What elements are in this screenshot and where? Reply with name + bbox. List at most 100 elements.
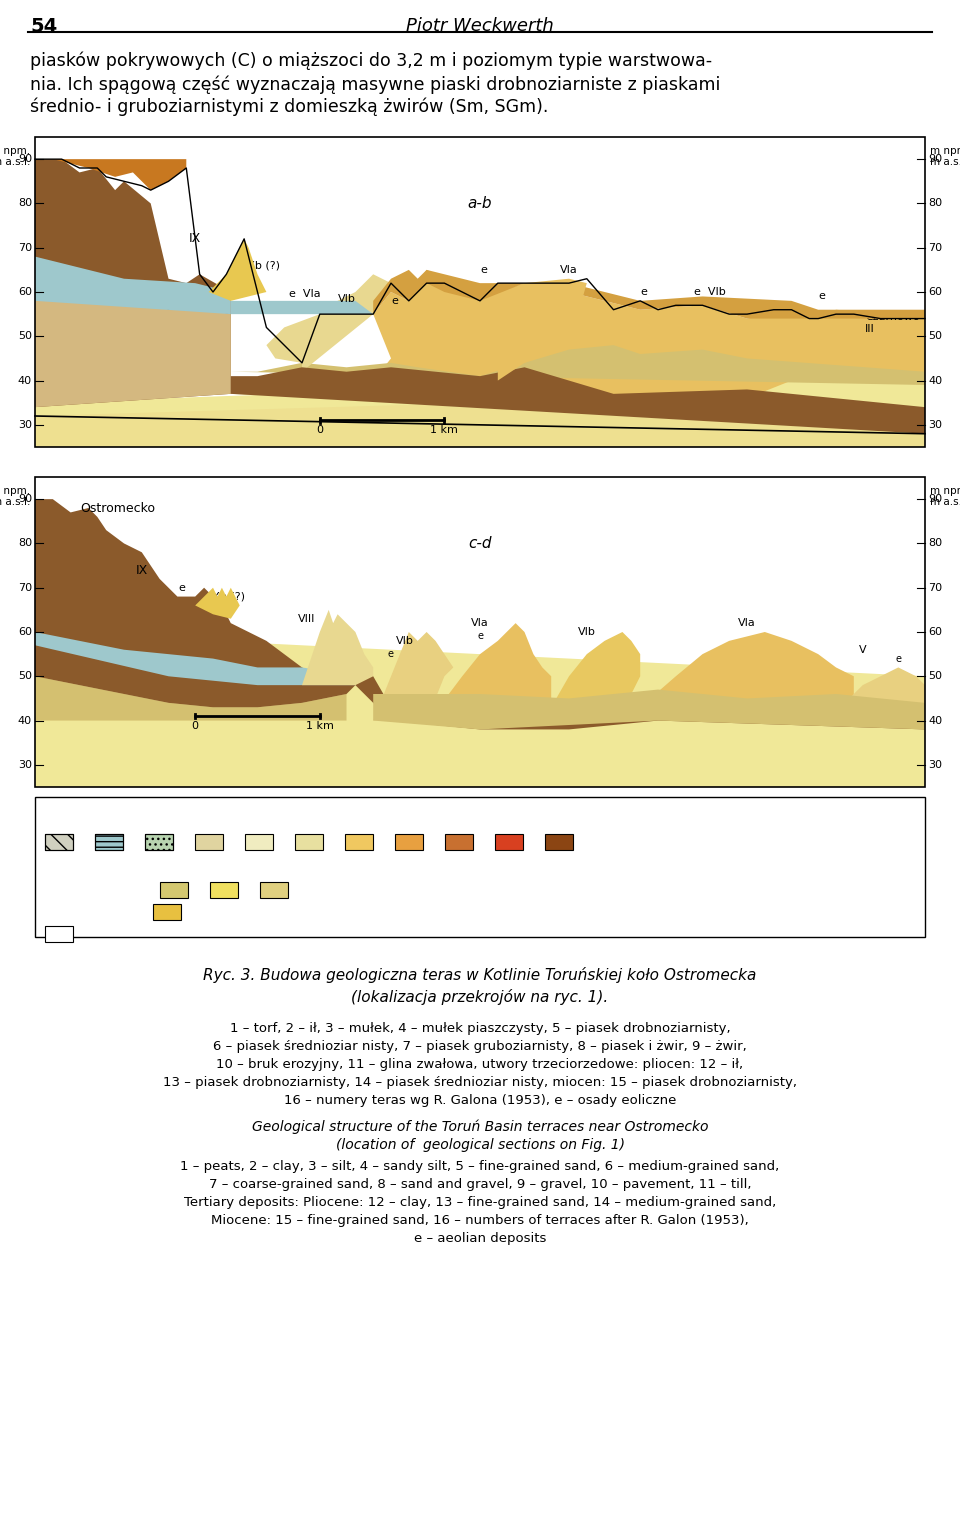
Text: 50: 50 [928,672,942,681]
Text: 11: 11 [575,837,589,847]
Text: 5: 5 [275,837,282,847]
Text: a-b: a-b [468,195,492,211]
Text: 3: 3 [175,837,182,847]
Text: V: V [859,644,867,655]
Text: 14: 14 [290,886,304,895]
Text: 40: 40 [18,716,32,725]
Text: 30: 30 [18,420,32,431]
Bar [395,834,423,851]
Text: e  VIb: e VIb [693,287,726,296]
Text: 10: 10 [525,837,539,847]
Polygon shape [266,275,391,371]
Text: m npm.
m a.s.l.: m npm. m a.s.l. [930,486,960,507]
Polygon shape [373,270,925,319]
Text: e: e [640,287,647,296]
Polygon shape [373,270,925,415]
Bar [445,834,473,851]
Polygon shape [355,676,925,730]
Text: 13 – piasek drobnoziarnisty, 14 – piasek średnioziar nisty, miocen: 15 – piasek : 13 – piasek drobnoziarnisty, 14 – piasek… [163,1077,797,1089]
Text: Geological structure of the Toruń Basin terraces near Ostromecko: Geological structure of the Toruń Basin … [252,1119,708,1135]
Polygon shape [35,676,347,721]
Bar [35,797,925,938]
Bar [45,834,73,851]
Bar [45,834,73,851]
Text: miocen (Miocene):: miocen (Miocene): [45,904,155,918]
Text: e  VIa: e VIa [289,289,321,299]
Text: VIII: VIII [298,614,315,623]
Text: 0: 0 [316,425,324,435]
Text: 4: 4 [225,837,232,847]
Bar [245,834,273,851]
Text: 7: 7 [375,837,382,847]
Text: IXb (?): IXb (?) [244,261,280,270]
Bar [210,883,238,898]
Text: (location of  geological sections on Fig. 1): (location of geological sections on Fig.… [335,1138,625,1151]
Text: 70: 70 [18,243,32,252]
Bar [35,137,925,447]
Text: 30: 30 [928,760,942,770]
Text: VIb: VIb [338,293,355,304]
Text: 1: 1 [75,837,82,847]
Text: czwartorzęd (Quaternary deposits):: czwartorzęd (Quaternary deposits): [45,812,255,825]
Text: 40: 40 [928,376,942,386]
Text: m npm.
m a.s.l.: m npm. m a.s.l. [930,147,960,168]
Text: e: e [480,264,487,275]
Text: 12: 12 [190,886,204,895]
Polygon shape [480,279,587,380]
Text: 50: 50 [18,331,32,342]
Text: Tertiary deposits: Pliocene: 12 – clay, 13 – fine-grained sand, 14 – medium-grai: Tertiary deposits: Pliocene: 12 – clay, … [184,1196,776,1209]
Bar [545,834,573,851]
Polygon shape [230,368,925,434]
Polygon shape [436,623,551,712]
Text: 80: 80 [928,199,942,208]
Text: 40: 40 [18,376,32,386]
Text: 54: 54 [30,17,58,37]
Bar [153,904,181,919]
Text: 30: 30 [928,420,942,431]
Text: 80: 80 [928,539,942,548]
Text: IX: IX [53,928,65,939]
Text: 15: 15 [183,907,197,918]
Bar [145,834,173,851]
Text: 10 – bruk erozyjny, 11 – glina zwałowa, utwory trzeciorzedowe: pliocen: 12 – ił,: 10 – bruk erozyjny, 11 – glina zwałowa, … [216,1058,744,1070]
Text: 50: 50 [18,672,32,681]
Text: 50: 50 [928,331,942,342]
Text: średnio- i gruboziarnistymi z domieszką żwirów (Sm, SGm).: średnio- i gruboziarnistymi z domieszką … [30,98,548,116]
Bar [295,834,323,851]
Polygon shape [35,389,925,447]
Polygon shape [551,632,640,707]
Text: 80: 80 [18,539,32,548]
Text: 90: 90 [18,495,32,504]
Text: VIb: VIb [578,628,596,637]
Text: 40: 40 [928,716,942,725]
Text: 30: 30 [18,760,32,770]
Text: 1 – peats, 2 – clay, 3 – silt, 4 – sandy silt, 5 – fine-grained sand, 6 – medium: 1 – peats, 2 – clay, 3 – silt, 4 – sandy… [180,1161,780,1173]
Polygon shape [302,609,373,686]
Text: VIa: VIa [738,618,756,628]
Bar [495,834,523,851]
Text: VIa: VIa [471,618,489,628]
Text: 90: 90 [18,154,32,163]
Text: 1 km: 1 km [430,425,458,435]
Bar [260,883,288,898]
Text: 16: 16 [75,928,89,939]
Text: Miocene: 15 – fine-grained sand, 16 – numbers of terraces after R. Galon (1953),: Miocene: 15 – fine-grained sand, 16 – nu… [211,1214,749,1228]
Text: e: e [391,296,397,305]
Text: IXb (?): IXb (?) [208,591,245,602]
Text: e: e [477,632,483,641]
Bar [160,883,188,898]
Text: 70: 70 [18,583,32,592]
Polygon shape [230,371,925,434]
Bar [35,476,925,786]
Text: 16 – numery teras wg R. Galona (1953), e – osady eoliczne: 16 – numery teras wg R. Galona (1953), e… [284,1093,676,1107]
Bar [95,834,123,851]
Text: e: e [896,654,901,664]
Text: 70: 70 [928,583,942,592]
Text: IX: IX [189,232,202,246]
Polygon shape [35,371,925,447]
Polygon shape [230,301,373,315]
Polygon shape [35,632,925,786]
Polygon shape [35,499,355,707]
Text: Piotr Weckwerth: Piotr Weckwerth [406,17,554,35]
Text: 60: 60 [928,287,942,296]
